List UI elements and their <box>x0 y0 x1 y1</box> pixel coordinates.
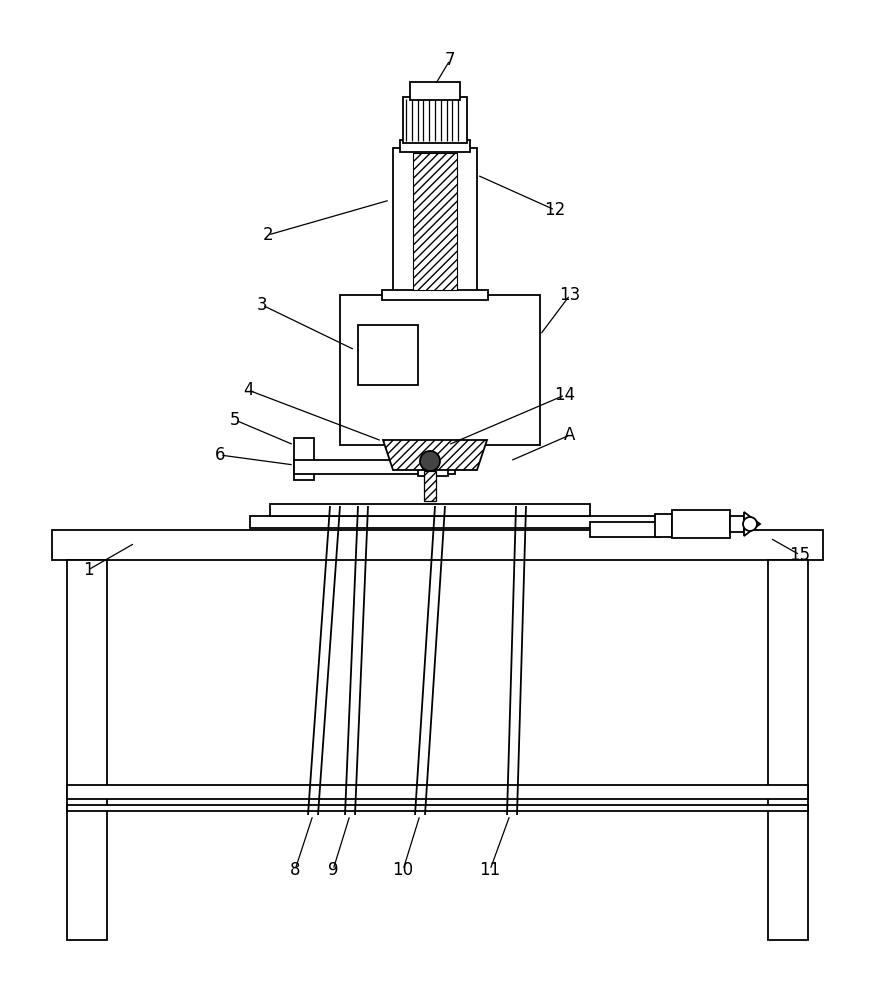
Bar <box>294 460 455 474</box>
Text: 4: 4 <box>242 381 253 399</box>
Text: 5: 5 <box>230 411 241 429</box>
Polygon shape <box>744 512 760 536</box>
Bar <box>655 514 672 537</box>
Circle shape <box>743 517 757 531</box>
Text: 9: 9 <box>328 861 339 879</box>
Text: 11: 11 <box>480 861 500 879</box>
Text: 1: 1 <box>82 561 94 579</box>
Text: 7: 7 <box>444 51 455 69</box>
Text: 15: 15 <box>789 546 810 564</box>
Bar <box>67 805 808 811</box>
Bar <box>393 148 477 295</box>
Text: 13: 13 <box>559 286 581 304</box>
Bar <box>250 516 700 528</box>
Text: 12: 12 <box>544 201 565 219</box>
Text: A: A <box>564 426 576 444</box>
Text: 8: 8 <box>290 861 300 879</box>
Bar <box>672 510 730 538</box>
Bar <box>294 438 314 480</box>
Bar <box>768 560 808 940</box>
Bar <box>340 295 540 445</box>
Bar <box>730 516 744 532</box>
Bar <box>67 560 107 940</box>
Bar <box>270 504 590 516</box>
Bar <box>424 471 436 501</box>
Bar <box>382 290 488 300</box>
Circle shape <box>420 451 440 471</box>
Polygon shape <box>383 440 487 470</box>
Text: 10: 10 <box>392 861 414 879</box>
Text: 6: 6 <box>214 446 225 464</box>
Text: 3: 3 <box>256 296 268 314</box>
Bar <box>358 325 418 385</box>
Bar <box>52 530 823 560</box>
Text: 2: 2 <box>262 226 273 244</box>
Bar <box>413 153 457 290</box>
Bar <box>400 140 470 152</box>
Bar <box>403 97 467 143</box>
Text: 14: 14 <box>555 386 576 404</box>
Bar <box>67 785 808 799</box>
Bar <box>410 82 460 100</box>
Bar <box>590 522 660 537</box>
Bar <box>418 448 448 476</box>
